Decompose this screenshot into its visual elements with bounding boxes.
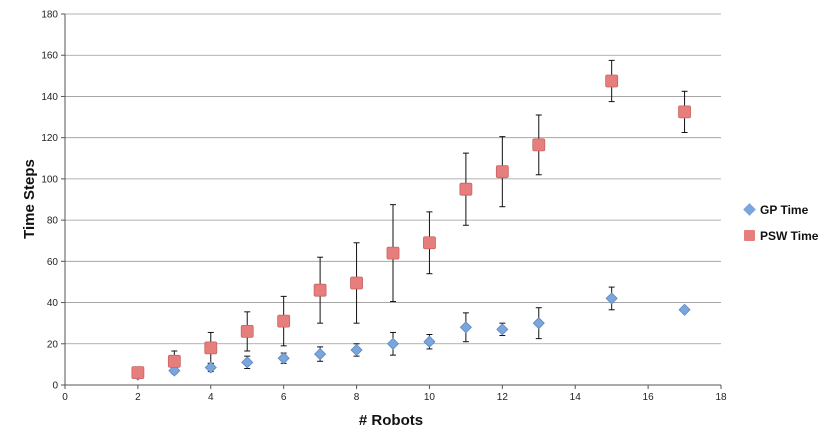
y-tick-labels: 0 20 40 60 80 100 120 140 160 180	[41, 10, 58, 392]
data-points	[131, 74, 691, 381]
y-axis-label: Time Steps	[21, 159, 38, 239]
data-point-gp-time	[204, 361, 217, 374]
legend-label-gp-time: GP Time	[760, 203, 809, 217]
legend: GP Time PSW Time	[743, 203, 819, 243]
data-point-gp-time	[532, 317, 545, 330]
legend-item-psw-time: PSW Time	[744, 229, 819, 243]
data-point-psw-time	[240, 325, 254, 338]
x-tick-label: 2	[135, 392, 141, 403]
y-tick-label: 120	[41, 133, 58, 144]
data-point-psw-time	[678, 105, 691, 119]
data-point-psw-time	[532, 138, 546, 152]
data-point-psw-time	[386, 246, 400, 260]
x-tick-label: 8	[354, 392, 360, 403]
data-point-gp-time	[496, 323, 509, 336]
x-tick-label: 12	[497, 392, 509, 403]
x-tick-labels: 0 2 4 6 8 10 12 14 16 18	[62, 392, 727, 403]
data-point-gp-time	[350, 343, 363, 357]
y-tick-label: 100	[41, 174, 58, 185]
x-axis-label: # Robots	[359, 412, 423, 429]
data-point-psw-time	[495, 165, 509, 179]
data-point-psw-time	[423, 236, 436, 250]
data-point-gp-time	[678, 303, 691, 316]
y-tick-label: 60	[47, 257, 59, 268]
data-point-psw-time	[350, 276, 363, 290]
data-point-psw-time	[605, 74, 619, 88]
y-tick-label: 180	[41, 10, 58, 21]
y-tick-label: 80	[47, 216, 59, 227]
data-point-psw-time	[167, 354, 181, 368]
data-point-gp-time	[386, 337, 400, 350]
y-tick-label: 140	[41, 92, 58, 103]
data-point-gp-time	[605, 292, 618, 305]
y-tick-label: 20	[47, 339, 59, 350]
x-tick-label: 4	[208, 392, 214, 403]
y-tick-label: 40	[47, 298, 59, 309]
data-point-psw-time	[459, 182, 473, 196]
y-tick-label: 0	[52, 381, 58, 392]
grid-lines	[65, 13, 721, 345]
data-point-gp-time	[423, 335, 436, 348]
data-point-gp-time	[277, 352, 290, 365]
axes	[61, 13, 722, 389]
data-point-psw-time	[277, 314, 291, 328]
data-point-gp-time	[314, 348, 327, 361]
x-tick-label: 14	[570, 392, 582, 403]
error-bars	[134, 59, 688, 379]
legend-marker-psw-time	[744, 230, 755, 241]
legend-label-psw-time: PSW Time	[760, 229, 819, 243]
data-point-psw-time	[131, 366, 145, 380]
data-point-psw-time	[204, 341, 218, 355]
x-tick-label: 18	[715, 392, 727, 403]
data-point-gp-time	[241, 356, 254, 369]
data-point-psw-time	[313, 283, 327, 297]
legend-item-gp-time: GP Time	[743, 203, 809, 217]
legend-marker-gp-time	[743, 203, 756, 216]
x-tick-label: 10	[424, 392, 436, 403]
x-tick-label: 6	[281, 392, 287, 403]
data-point-gp-time	[459, 321, 472, 334]
y-tick-label: 160	[41, 51, 58, 62]
x-tick-label: 0	[62, 392, 68, 403]
data-point-gp-time	[168, 364, 181, 377]
x-tick-label: 16	[643, 392, 655, 403]
